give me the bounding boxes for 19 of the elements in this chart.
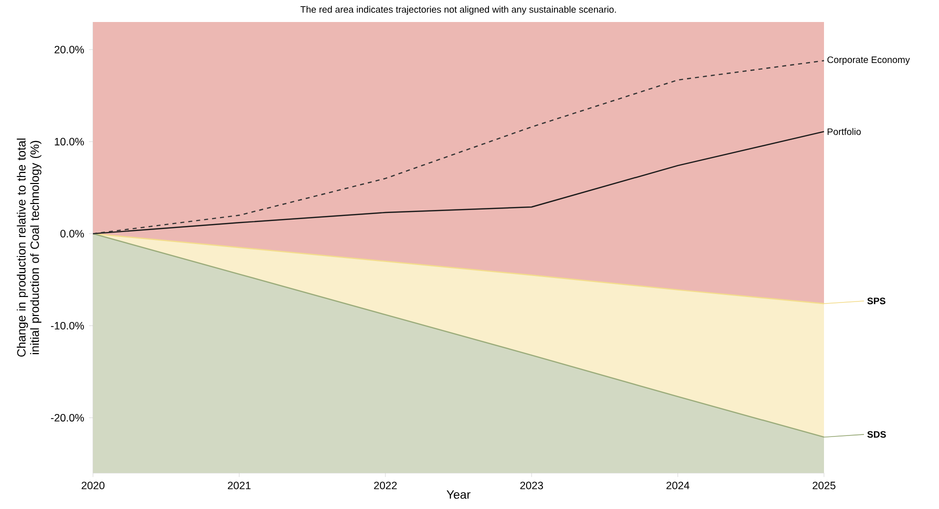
y-tick-label: 10.0% (54, 138, 84, 146)
legend-label: SDS (867, 431, 886, 438)
x-tick-label: 2024 (666, 482, 690, 490)
series-label: Portfolio (828, 128, 861, 135)
x-tick-label: 2023 (520, 482, 543, 490)
series-label: Corporate Economy (827, 56, 910, 65)
x-tick-label: 2020 (82, 482, 104, 490)
x-axis-title: Year (446, 490, 470, 499)
y-tick-label: 0.0% (60, 230, 84, 238)
y-tick-label: -20.0% (50, 414, 84, 422)
y-tick-label: 20.0% (54, 46, 84, 54)
x-tick-label: 2022 (374, 482, 397, 490)
y-tick-label: -10.0% (50, 322, 84, 330)
x-tick-label: 2025 (812, 482, 836, 490)
legend-label: SPS (867, 298, 886, 304)
line-series (92, 60, 825, 234)
y-axis-title: Change in production relative to the total initial production of Coal technology (%) (16, 138, 42, 357)
x-tick-label: 2021 (228, 482, 251, 490)
chart-title: The red area indicates trajectories not aligned with any sustainable scenario. (300, 6, 616, 15)
